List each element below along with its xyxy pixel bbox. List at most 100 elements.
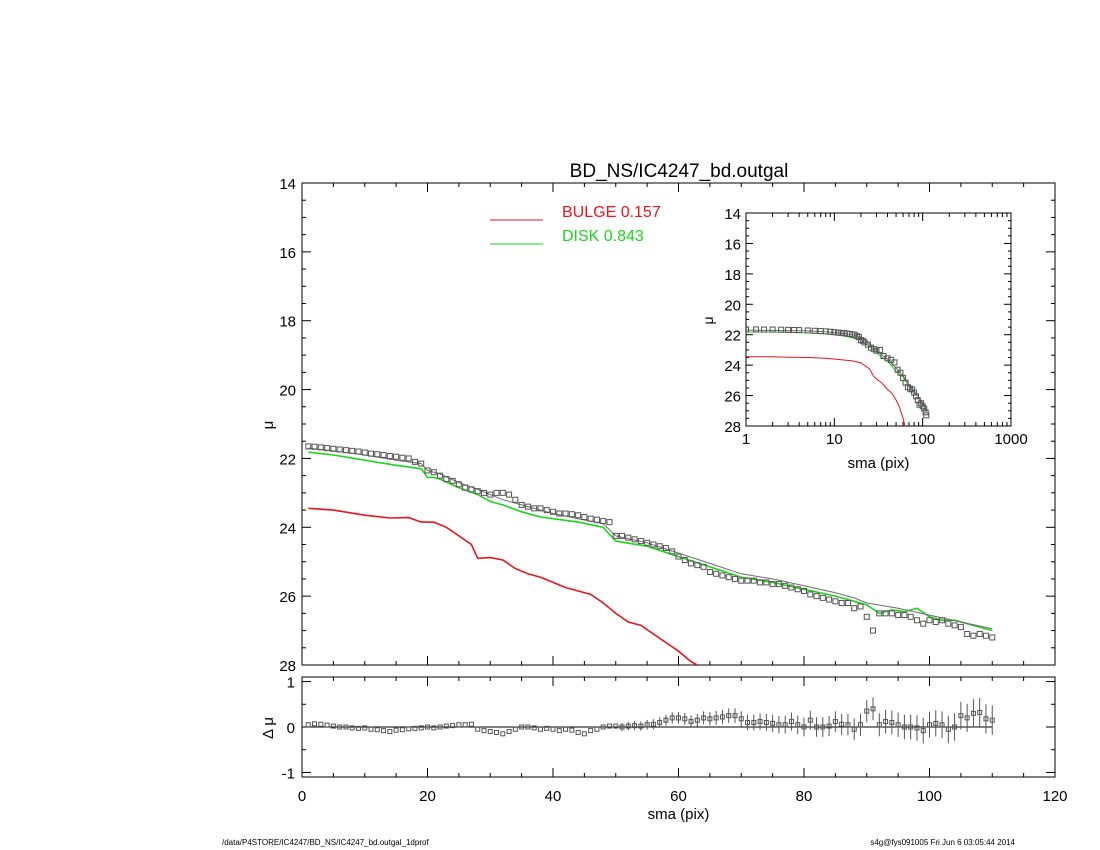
main-y-tick-label: 14 xyxy=(279,176,296,193)
inset-plot-frame xyxy=(745,212,1012,427)
data-point xyxy=(606,519,613,526)
data-point xyxy=(982,632,989,639)
residual-point xyxy=(506,729,512,735)
residual-point xyxy=(362,725,368,731)
residual-point xyxy=(431,725,437,731)
residual-point xyxy=(305,722,311,728)
data-point xyxy=(694,562,701,569)
data-point xyxy=(405,455,412,462)
inset-y-tick-label: 26 xyxy=(724,389,741,406)
inset-data-point xyxy=(911,389,918,396)
data-point xyxy=(380,451,387,458)
data-point xyxy=(819,594,826,601)
data-point xyxy=(543,507,550,514)
residual-point xyxy=(927,722,932,728)
residual-point xyxy=(713,715,719,721)
data-point xyxy=(506,491,513,498)
data-point xyxy=(637,538,644,545)
inset-data-point xyxy=(811,327,818,334)
data-point xyxy=(562,510,569,517)
residual-point xyxy=(669,715,675,721)
residual-point xyxy=(644,722,650,728)
residual-point xyxy=(650,721,656,727)
data-point xyxy=(876,610,883,617)
data-point xyxy=(832,598,839,605)
residual-point xyxy=(575,729,581,735)
inset-data-point xyxy=(838,329,845,336)
residual-point xyxy=(726,713,732,719)
data-point xyxy=(964,631,971,638)
residual-point xyxy=(487,729,493,735)
inset-x-tick-label: 100 xyxy=(910,431,935,448)
data-point xyxy=(493,489,500,496)
inset-data-point xyxy=(912,393,919,400)
residual-x-tick-label: 0 xyxy=(298,788,306,805)
data-point xyxy=(619,532,626,539)
residual-point xyxy=(663,717,669,723)
inset-y-tick-label: 24 xyxy=(724,358,741,375)
residual-point xyxy=(632,723,638,729)
data-point xyxy=(612,532,619,539)
residual-point xyxy=(343,724,349,730)
residual-point xyxy=(851,726,857,732)
residual-point xyxy=(914,725,920,731)
inset-x-tick-label: 10 xyxy=(826,431,843,448)
residual-point xyxy=(763,719,769,725)
residual-point xyxy=(462,722,468,728)
residual-point xyxy=(694,717,700,723)
data-point xyxy=(951,622,958,629)
data-point xyxy=(437,472,444,479)
inset-x-tick-label: 1 xyxy=(742,431,750,448)
data-point xyxy=(863,613,870,620)
data-point xyxy=(355,448,362,455)
inset-data-point xyxy=(909,386,916,393)
residual-point xyxy=(814,724,820,730)
data-point xyxy=(939,617,946,624)
legend-label-disk: DISK 0.843 xyxy=(562,228,644,245)
data-point xyxy=(750,577,757,584)
residual-point xyxy=(425,724,430,730)
data-point xyxy=(324,445,331,452)
data-point xyxy=(411,458,418,465)
residual-point xyxy=(676,715,681,721)
data-point xyxy=(851,605,858,612)
main-y-tick-label: 24 xyxy=(279,520,296,537)
residual-point xyxy=(437,724,443,730)
residual-point xyxy=(468,721,474,727)
inset-data-point xyxy=(834,329,841,336)
inset-data-point xyxy=(761,326,768,333)
data-point xyxy=(518,501,525,508)
data-point xyxy=(807,591,814,598)
data-point xyxy=(537,505,544,512)
inset-y-tick-label: 16 xyxy=(724,236,741,253)
data-point xyxy=(688,560,695,567)
residual-point xyxy=(481,728,487,734)
residual-y-tick-label: 1 xyxy=(287,675,295,692)
residual-point xyxy=(412,725,418,731)
data-point xyxy=(550,508,556,515)
data-point xyxy=(725,574,732,581)
residual-point xyxy=(368,726,374,732)
inset-panel: 1 10 100 1000 14 16 18 20 22 24 26 28 sma (pix) μ xyxy=(700,206,1028,472)
residual-point xyxy=(512,726,518,732)
data-point xyxy=(794,586,801,593)
series-model-line xyxy=(308,447,993,630)
residual-point xyxy=(788,719,794,725)
data-point xyxy=(349,447,356,454)
residual-point xyxy=(349,725,355,731)
residual-x-tick-label: 120 xyxy=(1042,788,1067,805)
residual-point xyxy=(807,717,813,723)
residual-point xyxy=(757,719,763,725)
inset-data-point xyxy=(855,333,862,340)
residual-point xyxy=(544,725,550,731)
data-point xyxy=(675,553,682,560)
residual-point xyxy=(324,722,330,728)
residual-point xyxy=(657,719,663,725)
inset-data-point xyxy=(827,328,834,335)
residual-point xyxy=(901,724,907,730)
data-point xyxy=(731,575,738,582)
residual-point xyxy=(908,724,914,730)
data-point xyxy=(556,510,563,517)
data-point xyxy=(361,449,368,456)
data-point xyxy=(907,613,914,620)
